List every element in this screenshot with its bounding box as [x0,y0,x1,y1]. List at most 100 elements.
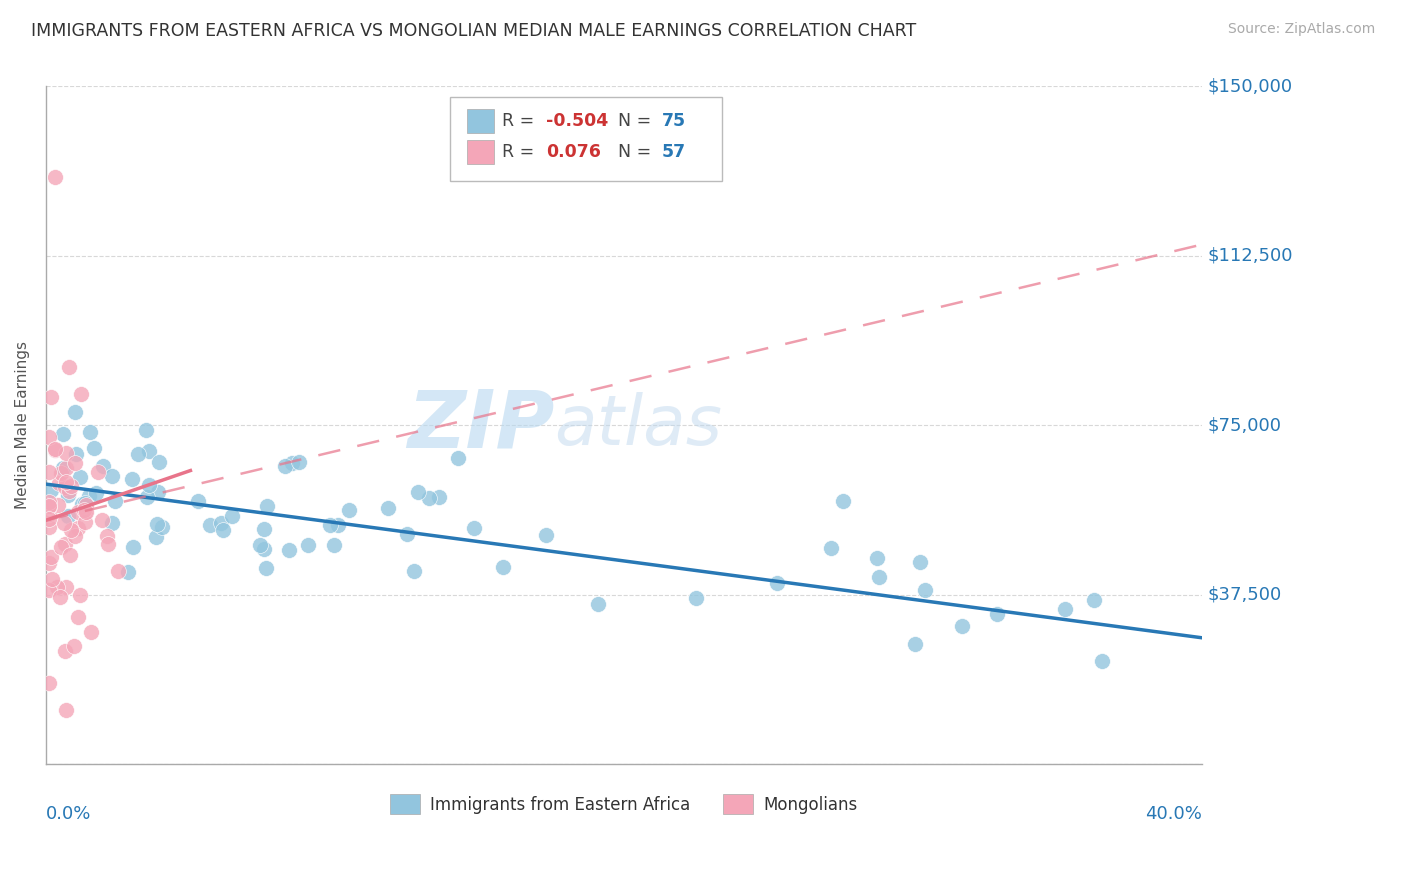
Point [212,524,235,538]
Point [97,537,120,551]
Point [253,542,276,557]
Point [55,703,77,717]
Text: $37,500: $37,500 [1208,586,1282,604]
Point [75,498,97,512]
Point [69,470,91,484]
Point [395,527,418,541]
Point [146,517,169,532]
Point [1053,602,1076,616]
Point [254,560,277,574]
Point [337,503,360,517]
Point [297,538,319,552]
Point [66,610,89,624]
Point [62,639,84,653]
Point [39,483,62,498]
Point [107,564,129,578]
Point [121,472,143,486]
Point [49,466,72,480]
Point [53,537,76,551]
Text: Source: ZipAtlas.com: Source: ZipAtlas.com [1227,22,1375,37]
Text: 0.076: 0.076 [547,143,602,161]
Point [38,503,60,517]
Point [75,505,97,519]
Point [83,441,105,455]
Point [323,538,346,552]
Point [534,528,557,542]
Text: N =: N = [619,112,657,129]
Text: R =: R = [502,143,546,161]
Point [96,529,118,543]
Point [377,501,399,516]
Point [39,390,62,404]
Point [145,530,167,544]
Point [914,583,936,598]
Point [1091,655,1114,669]
Point [38,494,60,508]
Point [77,489,100,503]
Point [249,538,271,552]
Point [221,508,243,523]
Point [38,583,60,598]
FancyBboxPatch shape [467,109,495,133]
Point [38,499,60,513]
Point [53,644,76,658]
Point [319,517,342,532]
Point [46,498,69,512]
Point [46,581,69,595]
Point [148,455,170,469]
FancyBboxPatch shape [450,96,723,181]
Point [91,458,114,473]
Point [58,488,80,502]
Legend: Immigrants from Eastern Africa, Mongolians: Immigrants from Eastern Africa, Mongolia… [384,788,865,821]
Point [38,511,60,525]
Point [49,590,72,604]
Point [38,508,60,522]
Text: $75,000: $75,000 [1208,417,1281,434]
Point [274,458,297,473]
Point [53,516,76,530]
Point [69,386,91,401]
Point [150,520,173,534]
Point [55,445,77,459]
Point [44,169,66,184]
Text: 75: 75 [662,112,686,129]
Point [44,442,66,457]
Point [904,637,927,651]
Point [766,575,789,590]
Point [427,490,450,504]
Point [418,491,440,506]
Text: -0.504: -0.504 [547,112,609,129]
Point [58,483,80,498]
Text: 57: 57 [662,143,686,161]
Point [38,520,60,534]
Point [38,556,60,570]
Point [38,430,60,444]
Point [67,505,90,519]
Text: 40.0%: 40.0% [1144,805,1202,823]
Point [209,516,232,530]
Point [326,518,349,533]
Point [198,517,221,532]
Point [39,549,62,564]
Point [80,625,103,640]
Text: $112,500: $112,500 [1208,247,1294,265]
Text: IMMIGRANTS FROM EASTERN AFRICA VS MONGOLIAN MEDIAN MALE EARNINGS CORRELATION CHA: IMMIGRANTS FROM EASTERN AFRICA VS MONGOL… [31,22,917,40]
Point [53,480,76,494]
Point [55,580,77,594]
Point [865,551,887,566]
Point [73,515,96,529]
Point [492,560,515,574]
Point [59,479,82,493]
Point [69,588,91,602]
Point [117,565,139,579]
Point [59,548,82,562]
Point [404,564,426,578]
Point [908,555,931,569]
Point [72,497,94,511]
Point [253,522,276,536]
Point [87,466,110,480]
Point [38,500,60,515]
Text: ZIP: ZIP [408,386,554,465]
Point [38,465,60,479]
Point [52,460,75,475]
